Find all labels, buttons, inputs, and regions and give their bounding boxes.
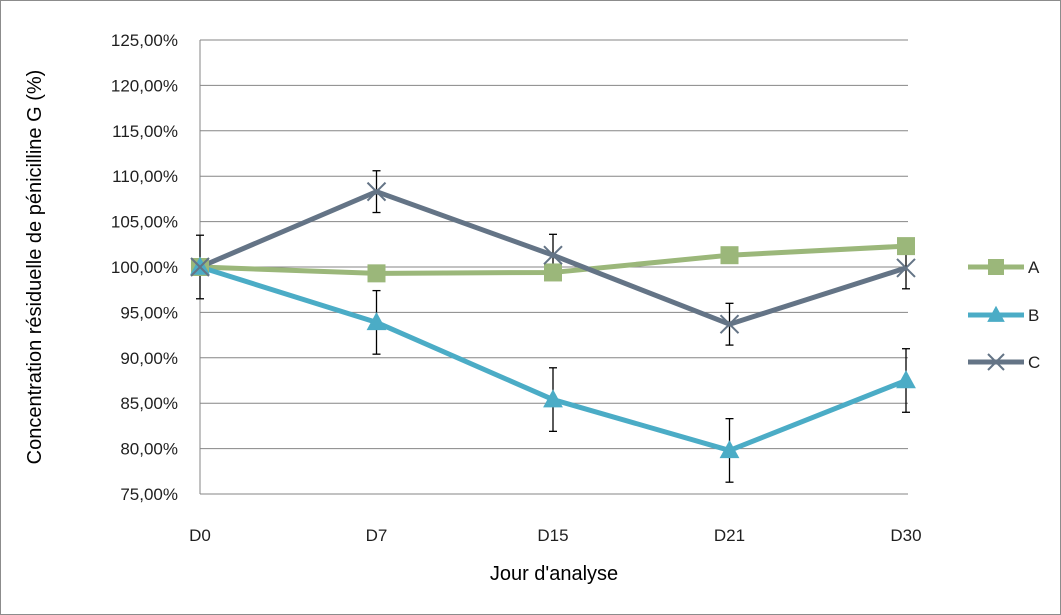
series-point [366, 181, 387, 202]
y-tick-label: 115,00% [112, 122, 178, 141]
series-point [720, 246, 739, 265]
y-tick-label: 90,00% [120, 349, 178, 368]
y-tick-label: 110,00% [112, 167, 178, 186]
y-tick-label: 105,00% [111, 213, 178, 232]
y-axis-title: Concentration résiduelle de pénicilline … [24, 70, 46, 465]
gridlines [199, 39, 908, 495]
legend: A B C [968, 258, 1040, 372]
y-axis-tick-labels: 75,00% 80,00% 85,00% 90,00% 95,00% 100,00% 105… [111, 31, 178, 504]
series-point [544, 263, 562, 282]
y-tick-label: 120,00% [111, 76, 178, 95]
series-point [896, 370, 916, 389]
x-tick-label: D7 [366, 526, 388, 545]
legend-label: B [1028, 306, 1039, 325]
x-axis-tick-labels: D0 D7 D15 D21 D30 [189, 526, 921, 545]
series-point [190, 257, 210, 277]
x-tick-label: D0 [189, 526, 211, 545]
legend-label: C [1028, 353, 1040, 372]
series-point [543, 245, 563, 265]
series-point [988, 259, 1004, 275]
series-point [719, 440, 740, 459]
series-point [896, 258, 916, 278]
series-point [897, 237, 915, 256]
series-markers [190, 181, 916, 459]
legend-item-B: B [968, 305, 1039, 325]
x-tick-label: D30 [890, 526, 921, 545]
y-tick-label: 75,00% [120, 485, 178, 504]
legend-label: A [1028, 258, 1040, 277]
series-point [367, 264, 386, 283]
legend-item-C: C [968, 353, 1040, 372]
series-point [987, 353, 1005, 371]
x-tick-label: D21 [714, 526, 745, 545]
y-tick-label: 80,00% [120, 440, 178, 459]
series-point [987, 305, 1005, 322]
series-point [543, 389, 563, 408]
y-tick-label: 95,00% [120, 303, 178, 322]
legend-item-A: A [968, 258, 1040, 277]
x-axis-title: Jour d'analyse [490, 563, 618, 585]
series-point [366, 312, 387, 331]
y-tick-label: 125,00% [111, 31, 178, 50]
x-tick-label: D15 [537, 526, 568, 545]
y-tick-label: 100,00% [111, 258, 178, 277]
series-point [719, 314, 740, 334]
y-tick-label: 85,00% [120, 394, 178, 413]
